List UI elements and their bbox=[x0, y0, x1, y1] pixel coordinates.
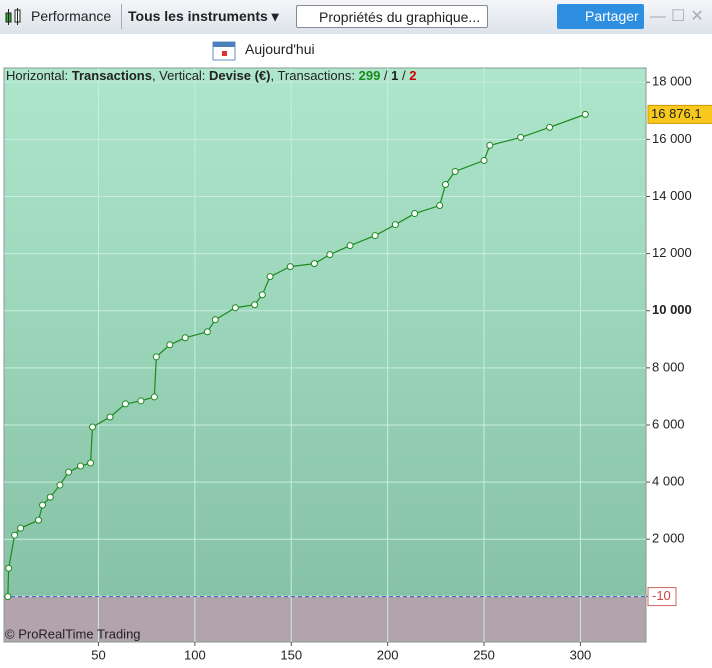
point bbox=[211, 316, 219, 324]
line bbox=[7, 113, 586, 597]
point bbox=[546, 123, 554, 131]
last-value-label: 16 876,1 bbox=[647, 104, 712, 124]
header-part: 2 bbox=[409, 68, 416, 83]
point bbox=[166, 341, 174, 349]
y-tick-label: 10 000 bbox=[652, 302, 692, 317]
point bbox=[286, 263, 294, 271]
point bbox=[106, 413, 114, 421]
y-tick-label: 2 000 bbox=[652, 531, 685, 546]
header-part: Devise (€) bbox=[209, 68, 270, 83]
last-value: 16 876,1 bbox=[651, 106, 702, 121]
header-part: / bbox=[380, 68, 391, 83]
point bbox=[451, 167, 459, 175]
point bbox=[5, 564, 13, 572]
properties-button[interactable]: Propriétés du graphique... bbox=[296, 5, 488, 28]
y-tick-label: 16 000 bbox=[652, 131, 692, 146]
point bbox=[152, 353, 160, 361]
y-tick-label: 8 000 bbox=[652, 359, 685, 374]
window-controls[interactable]: —☐✕ bbox=[650, 8, 709, 25]
toolbar: Performance Tous les instruments ▾ Propr… bbox=[0, 0, 712, 35]
chart-header: Horizontal: Transactions, Vertical: Devi… bbox=[6, 68, 416, 83]
header-part: / bbox=[398, 68, 409, 83]
footer: © ProRealTime Trading bbox=[5, 626, 141, 641]
point bbox=[77, 462, 85, 470]
point bbox=[121, 400, 129, 408]
point bbox=[17, 524, 25, 532]
share-button[interactable]: Partager bbox=[557, 4, 644, 29]
today-button[interactable]: Aujourd'hui bbox=[245, 41, 315, 57]
label-box bbox=[647, 104, 712, 124]
header-part: Horizontal: bbox=[6, 68, 72, 83]
point bbox=[517, 133, 525, 141]
x-tick-label: 100 bbox=[184, 647, 206, 662]
header-part: Transactions bbox=[72, 68, 152, 83]
label: Propriétés du graphique... bbox=[319, 9, 481, 25]
label: Tous les instruments bbox=[128, 8, 268, 24]
x-tick-label: 300 bbox=[570, 647, 592, 662]
icon bbox=[5, 8, 21, 25]
point bbox=[391, 221, 399, 229]
point bbox=[266, 273, 274, 281]
point bbox=[4, 593, 12, 601]
x-tick-label: 200 bbox=[377, 647, 399, 662]
x-tick-label: 50 bbox=[91, 647, 105, 662]
point bbox=[581, 110, 589, 118]
y-tick-label: 14 000 bbox=[652, 188, 692, 203]
y-tick-label: 4 000 bbox=[652, 474, 685, 489]
point bbox=[203, 328, 211, 336]
point bbox=[35, 516, 43, 524]
y-tick-label: 18 000 bbox=[652, 74, 692, 89]
x-tick-label: 250 bbox=[473, 647, 495, 662]
point bbox=[150, 393, 158, 401]
baseline-label: -10 bbox=[647, 587, 677, 607]
instruments-dropdown[interactable]: Tous les instruments ▾ bbox=[121, 4, 292, 29]
point bbox=[39, 501, 47, 509]
point bbox=[480, 156, 488, 164]
header-part: , Vertical: bbox=[152, 68, 209, 83]
plot-area-positive bbox=[4, 68, 646, 597]
point bbox=[65, 468, 73, 476]
point bbox=[88, 423, 96, 431]
plot-frame bbox=[3, 67, 647, 643]
point bbox=[326, 251, 334, 259]
baseline-value: -10 bbox=[652, 588, 671, 603]
label: Partager bbox=[585, 8, 639, 24]
point bbox=[11, 531, 19, 539]
y-tick-label: 6 000 bbox=[652, 416, 685, 431]
header-part: 299 bbox=[359, 68, 381, 83]
label-box bbox=[647, 587, 677, 607]
point bbox=[46, 493, 54, 501]
header-part: 1 bbox=[391, 68, 398, 83]
point bbox=[436, 202, 444, 210]
performance-button[interactable]: Performance bbox=[31, 8, 112, 24]
header-part: , Transactions: bbox=[270, 68, 358, 83]
plot-area-negative bbox=[4, 596, 646, 642]
point bbox=[137, 397, 145, 405]
point bbox=[56, 481, 64, 489]
point bbox=[251, 301, 259, 309]
date-row: Aujourd'hui bbox=[0, 34, 712, 66]
point bbox=[87, 459, 95, 467]
point bbox=[231, 304, 239, 312]
y-tick-label: 12 000 bbox=[652, 245, 692, 260]
point bbox=[310, 260, 318, 268]
calendar-icon bbox=[212, 41, 236, 61]
x-tick-label: 150 bbox=[280, 647, 302, 662]
point bbox=[486, 141, 494, 149]
point bbox=[258, 291, 266, 299]
point bbox=[411, 210, 419, 218]
point bbox=[441, 180, 449, 188]
point bbox=[181, 334, 189, 342]
point bbox=[371, 232, 379, 240]
point bbox=[346, 242, 354, 250]
